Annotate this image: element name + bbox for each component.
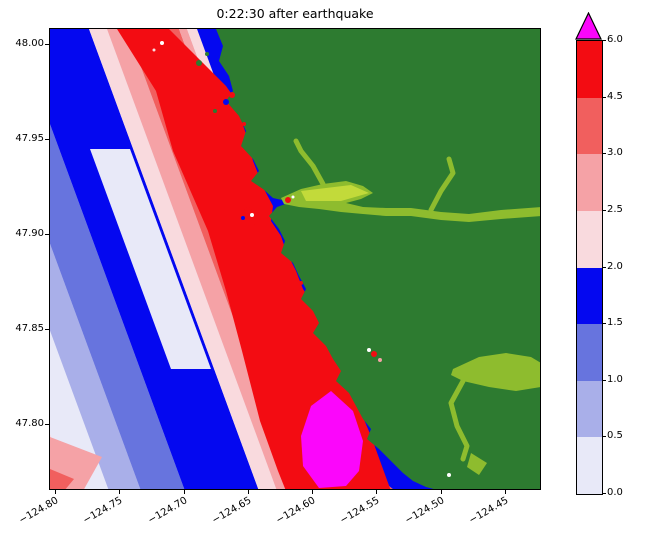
colorbar-tick-mark: [603, 493, 606, 494]
colorbar-segment: [577, 437, 602, 494]
coastal-speck: [152, 48, 156, 52]
max-wave-band: [117, 29, 391, 489]
x-tick-mark: [119, 490, 120, 494]
x-tick-mark: [248, 490, 249, 494]
colorbar-segment: [577, 154, 602, 211]
colorbar-tick-label: 1.0: [607, 373, 623, 385]
coastal-speck: [160, 41, 164, 45]
coastal-speck: [205, 52, 209, 56]
ocean-contour-patch: [90, 149, 211, 369]
coastal-speck: [244, 207, 252, 215]
colorbar-segment: [577, 267, 602, 325]
colorbar-extend-arrow: [575, 12, 602, 40]
y-tick-mark: [45, 44, 49, 45]
colorbar-tick-label: 1.5: [607, 317, 623, 329]
colorbar-tick-label: 4.5: [607, 90, 623, 102]
colorbar-segment: [577, 97, 602, 155]
colorbar-tick-mark: [603, 40, 606, 41]
river: [467, 453, 487, 475]
colorbar-segment: [577, 324, 602, 381]
colorbar-tick-mark: [603, 96, 606, 98]
x-tick-text: −124.45: [466, 495, 510, 527]
river-branch: [448, 378, 470, 462]
y-tick-label: 47.80: [15, 418, 44, 429]
colorbar-tick-mark: [603, 323, 606, 325]
x-tick-text: −124.50: [402, 495, 446, 527]
x-tick-text: −124.75: [80, 495, 124, 527]
river: [301, 185, 369, 201]
ocean-contour-band: [50, 124, 185, 489]
y-tick-mark: [45, 329, 49, 330]
x-tick-mark: [441, 490, 442, 494]
y-tick-mark: [45, 234, 49, 235]
x-tick-mark: [55, 490, 56, 494]
coastal-speck: [229, 92, 235, 98]
x-tick-mark: [184, 490, 185, 494]
coastal-speck: [250, 213, 254, 217]
river-branch: [428, 156, 456, 213]
x-tick-text: −124.60: [273, 495, 317, 527]
coastal-speck: [223, 99, 229, 105]
y-tick-label: 47.90: [15, 228, 44, 239]
colorbar-tick-label: 0.0: [607, 487, 623, 498]
plot-area: [49, 28, 541, 490]
y-tick-mark: [45, 424, 49, 425]
coastal-speck: [299, 281, 303, 285]
x-tick-mark: [376, 490, 377, 494]
colorbar-tick-label: 2.0: [607, 260, 623, 272]
colorbar-segment: [577, 380, 602, 438]
coastal-speck: [253, 219, 259, 225]
y-tick-mark: [45, 139, 49, 140]
coastal-speck: [242, 122, 246, 126]
colorbar-tick-mark: [603, 436, 606, 438]
colorbar-tick-label: 0.5: [607, 430, 623, 442]
colorbar-tick-mark: [603, 379, 606, 381]
coastal-speck: [285, 197, 291, 203]
coastal-speck: [367, 348, 371, 352]
colorbar-tick-mark: [603, 266, 606, 268]
coastal-speck: [196, 60, 202, 66]
x-tick-text: −124.55: [337, 495, 381, 527]
coastal-speck: [291, 195, 295, 199]
x-tick-text: −124.70: [145, 495, 189, 527]
colorbar: [576, 40, 603, 495]
x-tick-mark: [505, 490, 506, 494]
colorbar-tick-mark: [603, 209, 606, 211]
x-tick-text: −124.80: [16, 495, 60, 527]
coastal-speck: [214, 50, 220, 56]
colorbar-tick-label: 2.5: [607, 203, 623, 215]
coastal-speck: [447, 473, 451, 477]
coastal-speck: [452, 477, 456, 481]
ocean-contour-band: [89, 29, 277, 489]
coastal-speck: [371, 351, 377, 357]
y-tick-label: 48.00: [15, 38, 44, 49]
over-range-patch: [301, 391, 363, 488]
coastal-speck: [213, 109, 217, 113]
plot-title: 0:22:30 after earthquake: [216, 6, 374, 21]
x-tick-text: −124.65: [209, 495, 253, 527]
colorbar-segment: [577, 210, 602, 268]
coastal-speck: [378, 358, 382, 362]
colorbar-tick-mark: [603, 153, 606, 155]
tsunami-contour-map: [50, 29, 540, 489]
colorbar-tick-label: 3.0: [607, 147, 623, 159]
ocean-contour-patch: [50, 469, 74, 489]
colorbar-segment: [577, 41, 602, 98]
x-tick-mark: [312, 490, 313, 494]
river: [451, 353, 540, 391]
y-tick-label: 47.85: [15, 323, 44, 334]
y-tick-label: 47.95: [15, 133, 44, 144]
river-branch: [293, 138, 326, 187]
coastal-speck: [241, 216, 245, 220]
colorbar-tick-label: 6.0: [607, 34, 623, 45]
colorbar-extend-triangle: [575, 12, 602, 40]
